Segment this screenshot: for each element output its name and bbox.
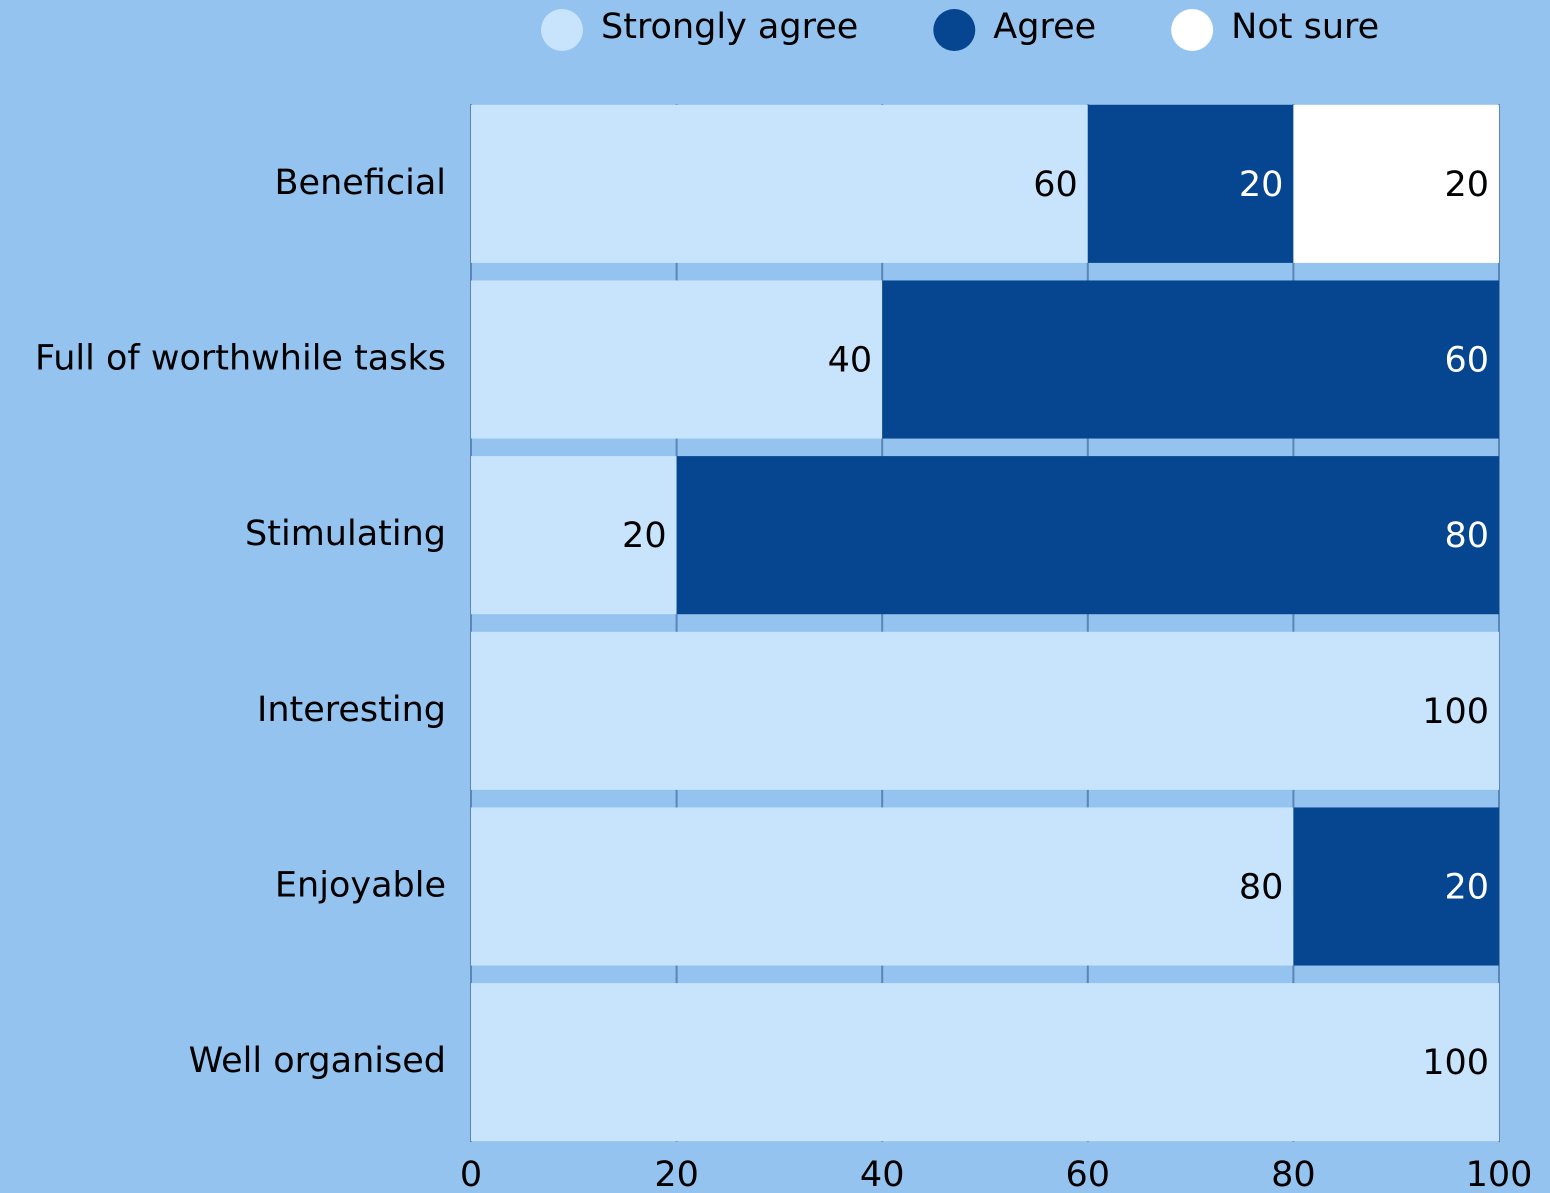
- y-tick-label: Interesting: [257, 690, 446, 730]
- x-tick-label: 20: [654, 1155, 699, 1193]
- bar-segment: [882, 280, 1499, 439]
- bar-segment: [1293, 104, 1499, 263]
- value-label: 100: [1422, 692, 1489, 732]
- y-tick-label: Full of worthwhile tasks: [35, 339, 446, 379]
- bar-segment: [676, 456, 1499, 615]
- value-label: 20: [1444, 165, 1489, 205]
- y-tick-label: Enjoyable: [275, 866, 446, 906]
- value-label: 20: [1444, 868, 1489, 908]
- bar-segment: [471, 456, 677, 615]
- legend-label: Strongly agree: [601, 7, 858, 47]
- y-tick-label: Stimulating: [245, 514, 446, 554]
- value-label: 60: [1033, 165, 1078, 205]
- legend-label: Not sure: [1231, 7, 1379, 47]
- x-tick-label: 60: [1066, 1155, 1111, 1193]
- bar-segment: [471, 807, 1294, 966]
- bar-segment: [471, 104, 1088, 263]
- y-tick-label: Well organised: [189, 1041, 446, 1081]
- legend-marker: [541, 9, 583, 51]
- bar-segment: [471, 983, 1499, 1142]
- value-label: 60: [1444, 341, 1489, 381]
- x-tick-label: 80: [1271, 1155, 1316, 1193]
- legend-marker: [933, 9, 976, 51]
- legend-marker: [1171, 9, 1214, 51]
- value-label: 40: [828, 341, 873, 381]
- x-tick-label: 0: [460, 1155, 482, 1193]
- x-tick-label: 40: [860, 1155, 905, 1193]
- bar-segment: [1087, 104, 1294, 263]
- value-label: 20: [1239, 165, 1284, 205]
- bar-segment: [1293, 807, 1499, 966]
- legend-label: Agree: [993, 7, 1096, 47]
- bar-segment: [471, 280, 883, 439]
- value-label: 80: [1444, 516, 1489, 556]
- x-tick-label: 100: [1466, 1155, 1533, 1193]
- value-label: 20: [622, 516, 667, 556]
- value-label: 100: [1422, 1043, 1489, 1083]
- bar-segment: [471, 631, 1499, 790]
- y-tick-label: Beneficial: [275, 163, 446, 203]
- value-label: 80: [1239, 868, 1284, 908]
